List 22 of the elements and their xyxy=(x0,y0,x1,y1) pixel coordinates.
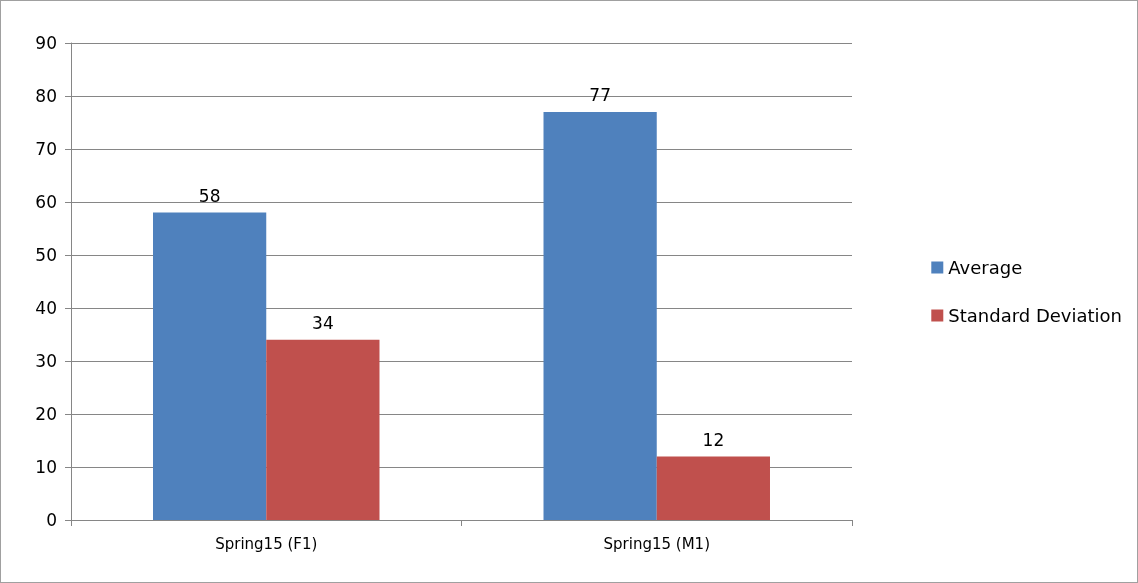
y-tick-label: 50 xyxy=(35,245,57,265)
y-tick-label: 60 xyxy=(35,192,57,212)
bar xyxy=(656,456,770,520)
y-tick-label: 30 xyxy=(35,351,57,371)
y-tick-label: 70 xyxy=(35,139,57,159)
bar xyxy=(266,339,380,520)
data-label: 12 xyxy=(702,429,725,450)
legend-label: Standard Deviation xyxy=(948,305,1123,326)
legend-label: Average xyxy=(948,257,1023,278)
data-label: 58 xyxy=(198,186,221,207)
y-tick-label: 80 xyxy=(35,86,57,106)
y-tick-label: 40 xyxy=(35,298,57,318)
data-label: 34 xyxy=(312,313,334,334)
y-tick-label: 20 xyxy=(35,404,57,424)
data-label: 77 xyxy=(589,85,611,106)
x-tick-label: Spring15 (F1) xyxy=(215,534,318,553)
x-tick-label: Spring15 (M1) xyxy=(603,534,710,553)
bar xyxy=(153,212,267,520)
y-tick-label: 0 xyxy=(46,510,57,530)
y-tick-label: 10 xyxy=(35,457,57,477)
y-tick-label: 90 xyxy=(35,33,57,53)
bar xyxy=(543,111,657,520)
